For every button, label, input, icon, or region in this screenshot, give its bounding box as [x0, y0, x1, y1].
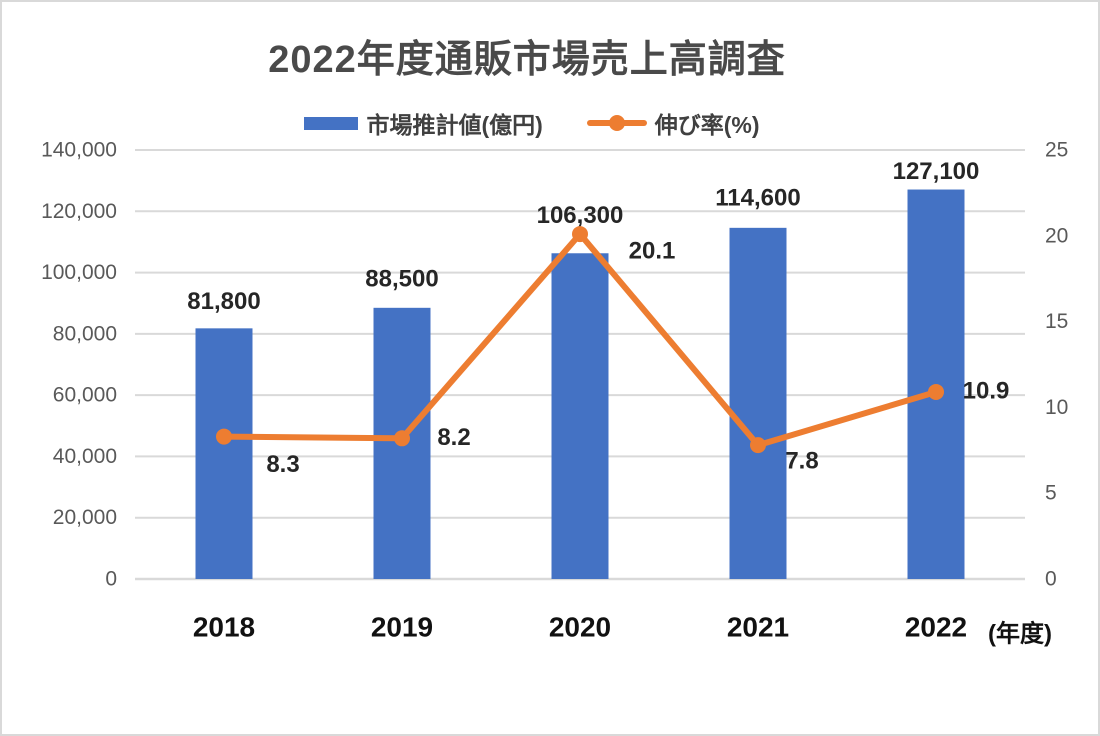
left-axis-tick-label: 60,000 — [53, 384, 117, 407]
left-axis-tick-label: 140,000 — [41, 139, 117, 162]
x-axis-label: 2019 — [371, 612, 433, 643]
right-axis-tick-label: 0 — [1045, 568, 1057, 591]
line-series-swatch — [586, 115, 647, 131]
legend: 市場推計値(億円) 伸び率(%) — [2, 106, 1062, 140]
legend-label-market-value: 市場推計値(億円) — [366, 112, 543, 138]
bar-data-label: 106,300 — [537, 202, 624, 229]
right-axis-tick-label: 10 — [1045, 396, 1068, 419]
left-axis-tick-label: 20,000 — [53, 506, 117, 529]
right-axis-tick-label: 25 — [1045, 139, 1068, 162]
left-axis-tick-label: 80,000 — [53, 322, 117, 345]
bar-data-label: 114,600 — [715, 184, 800, 211]
line-data-label: 7.8 — [785, 448, 818, 475]
right-axis-tick-label: 5 — [1045, 482, 1057, 505]
legend-label-growth-rate: 伸び率(%) — [654, 112, 760, 138]
bar-data-label: 81,800 — [187, 288, 260, 315]
legend-item-growth-rate: 伸び率(%) — [586, 106, 760, 140]
line-marker — [572, 226, 588, 243]
bar — [729, 227, 787, 579]
bar-data-label: 88,500 — [365, 265, 438, 292]
bar — [195, 328, 253, 579]
bar — [551, 253, 609, 580]
left-axis-tick-label: 0 — [105, 568, 117, 591]
left-axis-tick-label: 100,000 — [41, 261, 117, 284]
bar-data-label: 127,100 — [893, 158, 980, 185]
line-data-label: 10.9 — [963, 377, 1010, 404]
legend-item-market-value: 市場推計値(億円) — [304, 106, 543, 140]
line-marker — [750, 437, 766, 454]
line-data-label: 8.3 — [266, 451, 299, 478]
x-axis-label: 2022 — [905, 612, 967, 643]
right-axis-tick-label: 20 — [1045, 224, 1068, 247]
left-axis-tick-label: 40,000 — [53, 445, 117, 468]
x-axis-unit-label: (年度) — [988, 620, 1052, 648]
x-axis-label: 2020 — [549, 612, 611, 643]
chart-title: 2022年度通販市場売上高調査 — [268, 39, 786, 81]
x-axis-label: 2018 — [193, 612, 255, 643]
line-data-label: 8.2 — [437, 424, 470, 451]
line-data-label: 20.1 — [629, 238, 676, 265]
bar-series-swatch — [304, 116, 359, 130]
right-axis-tick-label: 15 — [1045, 310, 1068, 333]
line-marker — [216, 428, 232, 445]
line-marker — [394, 430, 410, 447]
x-axis-label: 2021 — [727, 612, 789, 643]
left-axis-tick-label: 120,000 — [41, 200, 117, 223]
line-marker-swatch-dot — [608, 115, 625, 131]
line-marker — [928, 383, 944, 400]
